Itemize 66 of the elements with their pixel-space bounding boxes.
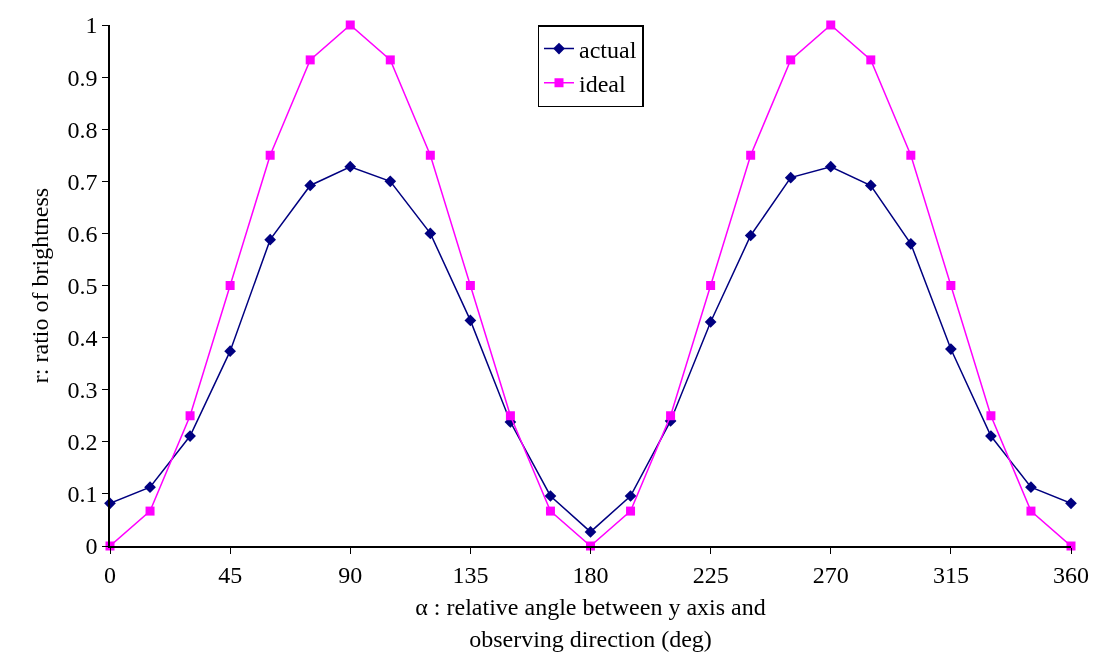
- point: [945, 343, 957, 355]
- y-tick-label: 0.9: [67, 64, 98, 91]
- y-tick-label: 1: [85, 12, 98, 39]
- point: [344, 160, 357, 173]
- x-tick-label: 90: [338, 561, 363, 588]
- x-tick-label: 270: [812, 561, 849, 588]
- y-tick-label: 0.6: [67, 220, 98, 247]
- point: [464, 314, 477, 327]
- point: [1065, 497, 1077, 510]
- point: [786, 55, 796, 65]
- y-tick-label: 0.8: [67, 116, 98, 143]
- y-tick-label: 0.7: [67, 168, 98, 195]
- point: [624, 490, 637, 502]
- x-tick-label: 180: [572, 561, 609, 588]
- x-tick-label: 315: [932, 561, 969, 588]
- point: [904, 237, 917, 250]
- y-tick-label: 0.2: [67, 429, 98, 456]
- point: [305, 55, 315, 65]
- legend-label: ideal: [579, 71, 626, 98]
- point: [224, 345, 236, 357]
- x-tick-label: 0: [104, 561, 116, 588]
- point: [784, 171, 797, 184]
- point: [544, 490, 557, 502]
- point: [265, 150, 275, 160]
- point: [864, 179, 877, 192]
- point: [584, 526, 597, 538]
- y-tick-label: 0.5: [67, 272, 98, 299]
- point: [744, 229, 757, 242]
- point: [986, 411, 996, 421]
- point: [345, 20, 355, 30]
- x-tick-label: 360: [1053, 561, 1089, 588]
- x-tick-label: 135: [452, 561, 489, 588]
- y-axis-title: r: ratio of brightness: [27, 187, 54, 384]
- point: [185, 411, 195, 421]
- point: [385, 55, 395, 65]
- x-axis-title: α : relative angle between y axis and observing direction (deg): [415, 594, 766, 652]
- point: [424, 227, 437, 240]
- point: [666, 411, 676, 421]
- point: [704, 316, 717, 328]
- x-tick-label: 225: [692, 561, 729, 588]
- point: [946, 281, 956, 290]
- point: [746, 150, 756, 160]
- point: [304, 179, 317, 192]
- y-tick-label: 0.4: [67, 325, 98, 351]
- point: [225, 281, 235, 290]
- point: [1025, 481, 1037, 493]
- point: [824, 160, 837, 173]
- y-tick-label: 0: [85, 533, 98, 560]
- legend-label: actual: [579, 36, 637, 63]
- point: [1026, 506, 1036, 516]
- point: [505, 411, 515, 421]
- point: [425, 150, 435, 160]
- point: [626, 506, 636, 516]
- point: [866, 55, 876, 65]
- point: [144, 481, 156, 493]
- point: [545, 506, 555, 516]
- point: [826, 20, 836, 30]
- point: [465, 281, 475, 290]
- point: [906, 150, 916, 160]
- point: [706, 281, 716, 290]
- point: [264, 233, 277, 246]
- x-tick-label: 45: [218, 561, 243, 588]
- y-tick-label: 0.3: [67, 377, 98, 404]
- y-tick-label: 0.1: [67, 481, 98, 508]
- point: [145, 506, 155, 516]
- point: [384, 175, 397, 188]
